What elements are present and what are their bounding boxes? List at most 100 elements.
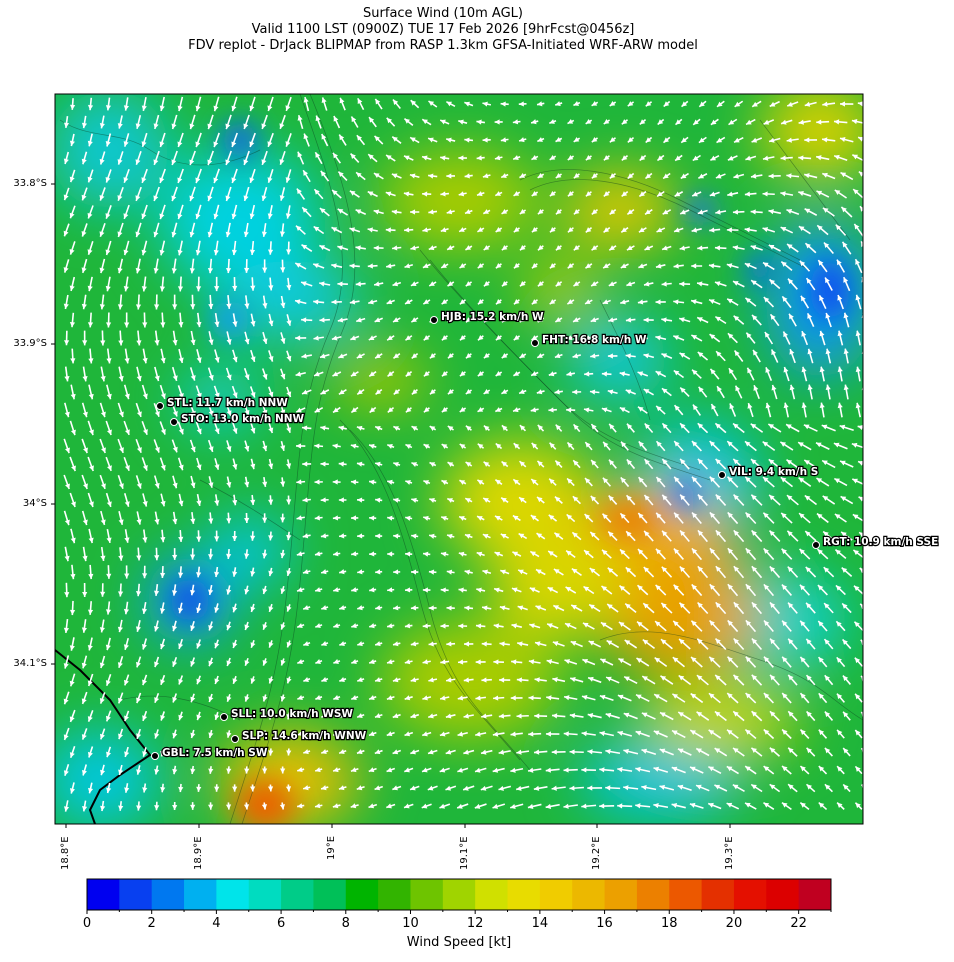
wind-arrow [744, 765, 757, 775]
colorbar-swatch [766, 879, 800, 910]
wind-arrow [87, 637, 93, 651]
wind-arrow [769, 638, 780, 650]
wind-arrow [573, 209, 580, 215]
wind-arrow [280, 441, 286, 451]
wind-arrow [195, 96, 202, 112]
wind-arrow [368, 443, 377, 449]
wind-arrow [674, 118, 683, 126]
wind-arrow [320, 170, 330, 182]
wind-arrow [733, 637, 745, 651]
wind-arrow [836, 765, 845, 775]
wind-arrow [788, 313, 797, 327]
wind-arrow [781, 801, 792, 811]
wind-arrow [607, 531, 618, 541]
wind-arrow [834, 513, 847, 523]
wind-arrow [618, 585, 631, 595]
wind-arrow [643, 530, 654, 542]
wind-arrow [708, 729, 722, 739]
wind-arrow [142, 565, 148, 579]
wind-arrow [564, 659, 578, 665]
wind-arrow [280, 368, 286, 380]
wind-arrow [780, 226, 794, 234]
wind-arrow [859, 567, 863, 574]
wind-arrow [787, 674, 798, 686]
wind-arrow [172, 620, 178, 632]
wind-arrow [301, 425, 312, 431]
wind-arrow [480, 749, 493, 755]
wind-arrow [268, 495, 274, 505]
colorbar-tick-label: 20 [725, 916, 743, 931]
wind-arrow [403, 803, 414, 809]
wind-arrow [553, 532, 564, 540]
station-label-stl: STL: 11.7 km/h NNW [167, 397, 288, 409]
wind-arrow [105, 312, 112, 328]
wind-arrow [226, 621, 232, 631]
wind-arrow [105, 601, 112, 615]
colorbar [86, 878, 832, 914]
wind-arrow [356, 134, 366, 146]
wind-arrow [262, 404, 268, 416]
wind-arrow [602, 263, 611, 269]
wind-arrow [564, 622, 577, 630]
wind-arrow [81, 764, 88, 776]
wind-arrow [350, 803, 359, 809]
wind-arrow [171, 366, 178, 382]
wind-arrow [617, 767, 633, 773]
wind-arrow [268, 567, 274, 577]
wind-arrow [159, 240, 166, 256]
wind-arrow [231, 422, 238, 434]
wind-arrow [136, 728, 142, 740]
wind-arrow [141, 276, 147, 292]
wind-arrow [555, 245, 562, 251]
axis-ticks [51, 183, 731, 828]
wind-arrow [87, 312, 94, 328]
wind-arrow [405, 515, 413, 521]
wind-arrow [267, 96, 274, 112]
wind-arrow [459, 299, 467, 305]
wind-arrow [531, 263, 538, 269]
wind-arrow [459, 335, 466, 341]
wind-arrow [762, 155, 775, 161]
wind-arrow [391, 245, 402, 251]
wind-arrow [142, 747, 148, 757]
wind-arrow [350, 479, 359, 485]
wind-arrow [782, 331, 791, 345]
wind-arrow [584, 513, 594, 523]
wind-arrow [513, 191, 521, 197]
wind-arrow [786, 459, 800, 469]
wind-arrow [154, 765, 160, 775]
wind-arrow [280, 658, 286, 666]
wind-arrow [177, 204, 184, 220]
wind-arrow [225, 150, 232, 166]
wind-arrow [105, 710, 112, 722]
wind-arrow [386, 623, 395, 629]
wind-arrow [500, 533, 509, 539]
wind-arrow [280, 730, 286, 738]
wind-arrow [566, 335, 575, 341]
wind-arrow [673, 476, 684, 488]
wind-arrow [519, 317, 526, 323]
wind-arrow [135, 186, 142, 202]
wind-arrow [70, 384, 76, 400]
wind-arrow [839, 137, 854, 143]
wind-arrow [744, 476, 757, 488]
wind-arrow [178, 638, 184, 650]
wind-arrow [231, 385, 238, 399]
wind-arrow [482, 569, 492, 575]
wind-arrow [124, 783, 130, 793]
wind-arrow [708, 298, 721, 306]
wind-arrow [81, 402, 88, 418]
wind-arrow [195, 204, 202, 220]
wind-arrow [106, 528, 112, 544]
wind-arrow [458, 587, 467, 593]
wind-arrow [697, 209, 708, 215]
wind-arrow [262, 766, 268, 774]
wind-arrow [446, 569, 455, 575]
wind-arrow [510, 695, 523, 701]
wind-arrow [519, 424, 527, 432]
wind-arrow [153, 402, 160, 418]
wind-arrow [250, 784, 256, 792]
wind-arrow [728, 367, 738, 381]
wind-arrow [734, 385, 743, 399]
wind-arrow [692, 118, 701, 126]
